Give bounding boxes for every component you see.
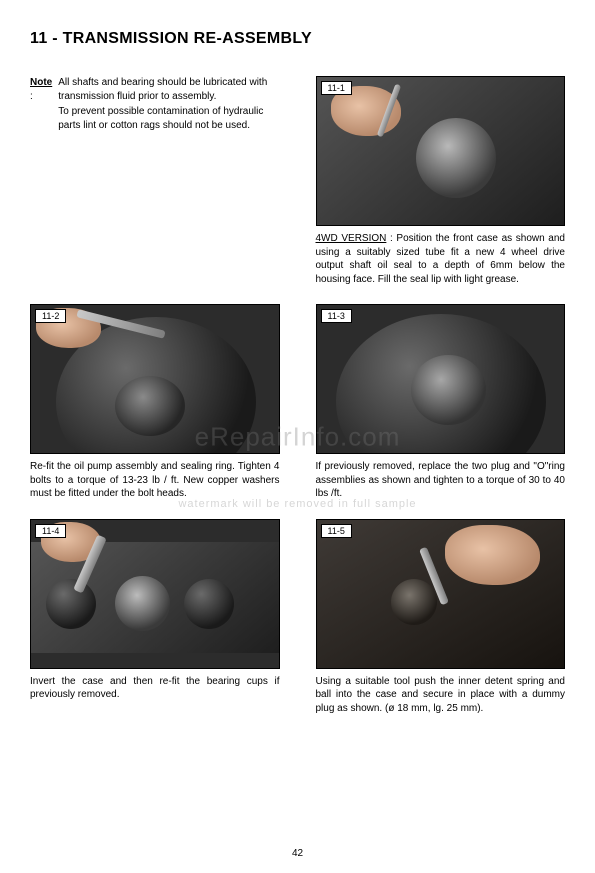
note-text: All shafts and bearing should be lubrica… [58, 76, 279, 132]
page-number: 42 [0, 848, 595, 859]
figure-11-3-image: 11-3 [316, 304, 566, 454]
figure-11-1-colon: : [386, 233, 396, 244]
note-block: Note : All shafts and bearing should be … [30, 76, 280, 132]
note-line2: To prevent possible contamination of hyd… [58, 105, 279, 132]
figure-11-2-number: 11-2 [35, 309, 66, 323]
title-main: TRANSMISSION RE-ASSEMBLY [63, 30, 312, 47]
figure-11-5-caption: Using a suitable tool push the inner det… [316, 675, 566, 716]
figure-11-2-caption: Re-fit the oil pump assembly and sealing… [30, 460, 280, 501]
fig-11-5-cell: 11-5 Using a suitable tool push the inne… [316, 519, 566, 716]
figure-11-4-number: 11-4 [35, 524, 66, 538]
figure-11-3-caption: If previously removed, replace the two p… [316, 460, 566, 501]
content-grid: Note : All shafts and bearing should be … [30, 76, 565, 715]
figure-11-3: 11-3 If previously removed, replace the … [316, 304, 566, 501]
figure-11-3-number: 11-3 [321, 309, 352, 323]
fig-11-3-cell: 11-3 If previously removed, replace the … [316, 304, 566, 501]
figure-11-1: 11-1 4WD VERSION : Position the front ca… [316, 76, 566, 286]
figure-11-5-number: 11-5 [321, 524, 352, 538]
figure-11-1-lead: 4WD VERSION [316, 233, 387, 244]
note-line1: All shafts and bearing should be lubrica… [58, 76, 279, 103]
page-title: 11 - TRANSMISSION RE-ASSEMBLY [30, 30, 565, 48]
figure-11-5: 11-5 Using a suitable tool push the inne… [316, 519, 566, 716]
figure-11-4: 11-4 Invert the case and then re-fit the… [30, 519, 280, 702]
figure-11-1-number: 11-1 [321, 81, 352, 95]
figure-11-1-image: 11-1 [316, 76, 566, 226]
figure-11-1-caption: 4WD VERSION : Position the front case as… [316, 232, 566, 286]
title-prefix: 11 - [30, 30, 63, 47]
fig-11-2-cell: 11-2 Re-fit the oil pump assembly and se… [30, 304, 280, 501]
fig-11-4-cell: 11-4 Invert the case and then re-fit the… [30, 519, 280, 716]
note-label-wrap: Note : [30, 76, 52, 132]
fig-11-1-cell: 11-1 4WD VERSION : Position the front ca… [316, 76, 566, 286]
figure-11-4-caption: Invert the case and then re-fit the bear… [30, 675, 280, 702]
figure-11-4-image: 11-4 [30, 519, 280, 669]
figure-11-2: 11-2 Re-fit the oil pump assembly and se… [30, 304, 280, 501]
note-colon: : [30, 91, 33, 102]
figure-11-2-image: 11-2 [30, 304, 280, 454]
figure-11-5-image: 11-5 [316, 519, 566, 669]
note-cell: Note : All shafts and bearing should be … [30, 76, 280, 286]
note-label: Note [30, 77, 52, 88]
